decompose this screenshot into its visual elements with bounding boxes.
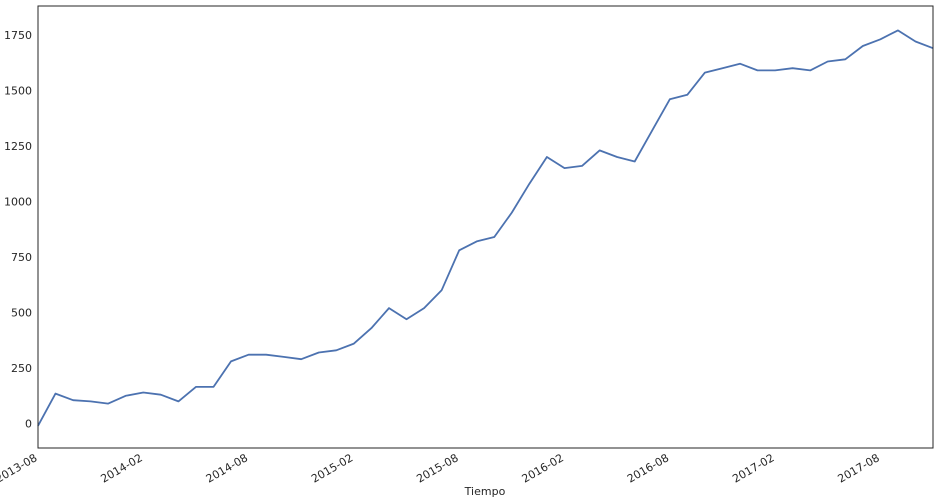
x-tick-label: 2017-02 xyxy=(730,451,776,485)
y-tick-label: 0 xyxy=(25,418,32,431)
y-tick-label: 250 xyxy=(11,362,32,375)
x-tick-label: 2014-08 xyxy=(204,451,250,485)
y-tick-label: 1750 xyxy=(4,29,32,42)
y-tick-label: 1500 xyxy=(4,84,32,97)
x-tick-label: 2015-08 xyxy=(414,451,460,485)
x-tick-label: 2016-08 xyxy=(625,451,671,485)
x-axis-label: Tiempo xyxy=(464,485,506,498)
x-tick-label: 2016-02 xyxy=(520,451,566,485)
y-tick-label: 750 xyxy=(11,251,32,264)
y-tick-label: 1000 xyxy=(4,195,32,208)
y-tick-label: 1250 xyxy=(4,140,32,153)
x-tick-label: 2017-08 xyxy=(836,451,882,485)
line-series xyxy=(37,29,934,427)
x-tick-label: 2013-08 xyxy=(0,451,39,485)
y-tick-label: 500 xyxy=(11,307,32,320)
plot-frame xyxy=(37,5,934,449)
x-tick-label: 2014-02 xyxy=(98,451,144,485)
x-tick-label: 2015-02 xyxy=(309,451,355,485)
